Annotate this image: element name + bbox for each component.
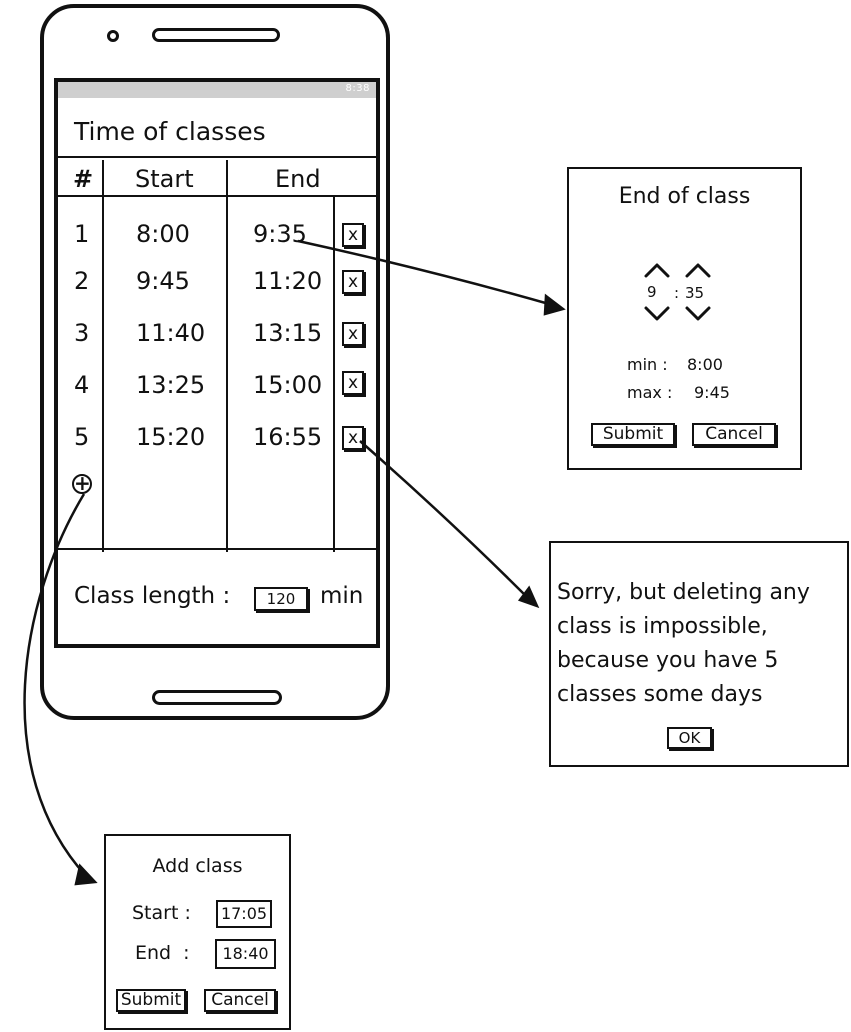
add-cancel-button[interactable]: Cancel: [204, 989, 276, 1012]
end-dialog-title: End of class: [618, 184, 751, 209]
end-label: End :: [135, 942, 190, 964]
page-title: Time of classes: [74, 117, 266, 146]
delete-row-button[interactable]: x: [342, 270, 364, 294]
ok-button[interactable]: OK: [667, 727, 712, 749]
column-divider: [102, 160, 104, 552]
row-end-time[interactable]: 13:15: [253, 319, 323, 347]
start-time-input[interactable]: 17:05: [216, 900, 272, 928]
header-end: End: [275, 165, 321, 193]
max-label: max :: [627, 383, 673, 402]
delete-row-button[interactable]: x: [342, 322, 364, 346]
home-button[interactable]: [152, 690, 282, 705]
end-submit-button[interactable]: Submit: [591, 423, 675, 446]
camera-icon: [107, 30, 119, 42]
header-num: #: [73, 165, 94, 193]
status-bar: 8:38: [58, 82, 376, 98]
status-time: 8:38: [345, 83, 370, 94]
column-divider: [333, 196, 335, 552]
class-length-label: Class length :: [74, 583, 231, 609]
end-cancel-button[interactable]: Cancel: [692, 423, 776, 446]
phone-screen: [54, 78, 380, 648]
row-end-time[interactable]: 15:00: [253, 371, 323, 399]
error-message-line: classes some days: [557, 682, 763, 707]
max-value: 9:45: [694, 383, 730, 402]
delete-row-button[interactable]: x: [342, 371, 364, 395]
min-label: min :: [627, 355, 668, 374]
error-message-line: because you have 5: [557, 648, 779, 673]
row-end-time[interactable]: 9:35: [253, 220, 307, 248]
arrowhead-icon: [543, 293, 566, 316]
min-value: 8:00: [687, 355, 723, 374]
row-end-time[interactable]: 16:55: [253, 423, 323, 451]
row-start-time[interactable]: 9:45: [136, 267, 190, 295]
delete-row-button[interactable]: x: [342, 223, 364, 247]
add-class-icon[interactable]: +: [72, 471, 92, 495]
row-num: 5: [74, 423, 90, 451]
speaker-slot: [152, 28, 280, 42]
row-start-time[interactable]: 13:25: [136, 371, 206, 399]
class-length-unit: min: [320, 583, 364, 609]
header-divider: [58, 195, 376, 197]
error-message-line: class is impossible,: [557, 614, 768, 639]
header-start: Start: [135, 165, 194, 193]
class-length-input[interactable]: 120: [254, 587, 308, 611]
hour-value[interactable]: 9: [647, 283, 657, 301]
add-submit-button[interactable]: Submit: [116, 989, 186, 1012]
row-num: 4: [74, 371, 90, 399]
time-separator: :: [674, 284, 680, 302]
column-divider: [226, 160, 228, 552]
end-of-class-dialog: [567, 167, 802, 470]
arrowhead-icon: [517, 585, 540, 609]
delete-row-button[interactable]: x: [342, 426, 364, 450]
footer-divider: [58, 548, 376, 550]
start-label: Start :: [132, 902, 191, 924]
row-num: 1: [74, 220, 90, 248]
add-dialog-title: Add class: [152, 855, 243, 877]
minute-value[interactable]: 35: [685, 284, 705, 302]
error-message-line: Sorry, but deleting any: [557, 580, 810, 605]
row-num: 3: [74, 319, 90, 347]
title-divider: [58, 156, 376, 158]
row-start-time[interactable]: 11:40: [136, 319, 206, 347]
end-time-input[interactable]: 18:40: [215, 939, 276, 969]
row-num: 2: [74, 267, 90, 295]
arrowhead-icon: [74, 863, 98, 886]
row-end-time[interactable]: 11:20: [253, 267, 323, 295]
row-start-time[interactable]: 8:00: [136, 220, 190, 248]
row-start-time[interactable]: 15:20: [136, 423, 206, 451]
